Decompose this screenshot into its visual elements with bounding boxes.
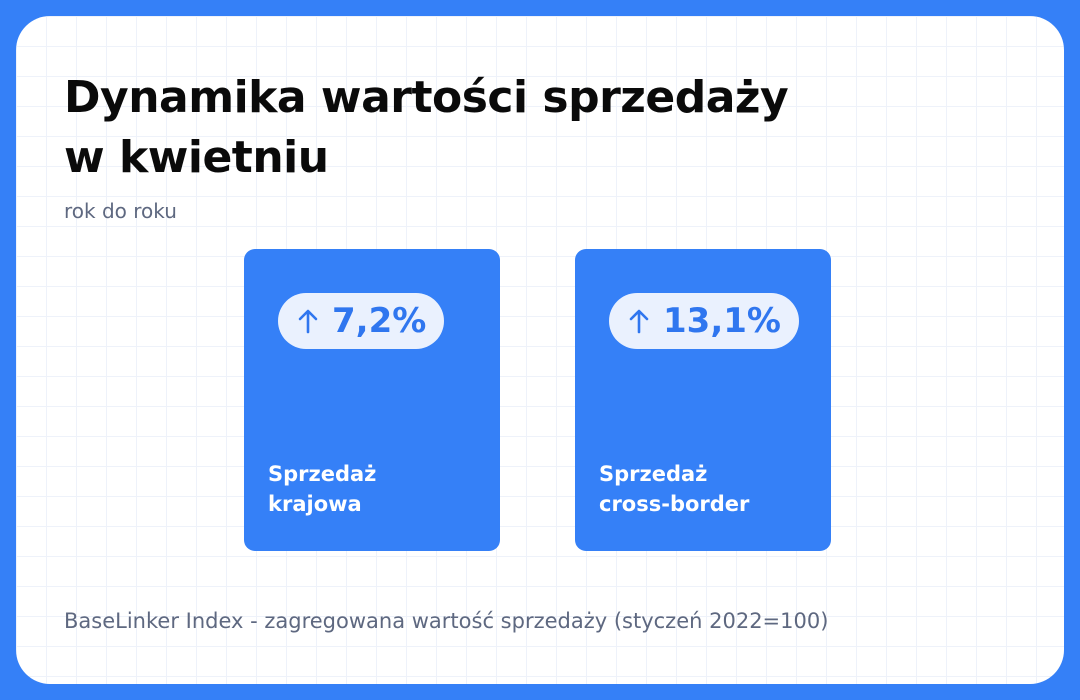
card-label-domestic: Sprzedaż krajowa	[268, 459, 498, 519]
card-label-line-1: Sprzedaż	[599, 462, 708, 486]
growth-value-cross-border: 13,1%	[663, 301, 781, 341]
page-title: Dynamika wartości sprzedaży w kwietniu	[64, 68, 884, 188]
arrow-up-icon	[629, 309, 649, 334]
growth-badge-cross-border: 13,1%	[609, 293, 799, 349]
card-label-line-2: krajowa	[268, 492, 362, 516]
card-label-line-1: Sprzedaż	[268, 462, 377, 486]
source-footnote: BaseLinker Index - zagregowana wartość s…	[64, 609, 829, 633]
arrow-up-icon	[298, 309, 318, 334]
metric-card-domestic: 7,2% Sprzedaż krajowa	[244, 249, 500, 551]
title-line-1: Dynamika wartości sprzedaży	[64, 72, 789, 123]
subtitle: rok do roku	[64, 199, 177, 223]
infographic-panel: Dynamika wartości sprzedaży w kwietniu r…	[16, 16, 1064, 684]
title-line-2: w kwietniu	[64, 132, 329, 183]
card-label-line-2: cross-border	[599, 492, 750, 516]
growth-badge-domestic: 7,2%	[278, 293, 445, 349]
metric-card-cross-border: 13,1% Sprzedaż cross-border	[575, 249, 831, 551]
growth-value-domestic: 7,2%	[332, 301, 427, 341]
card-label-cross-border: Sprzedaż cross-border	[599, 459, 829, 519]
